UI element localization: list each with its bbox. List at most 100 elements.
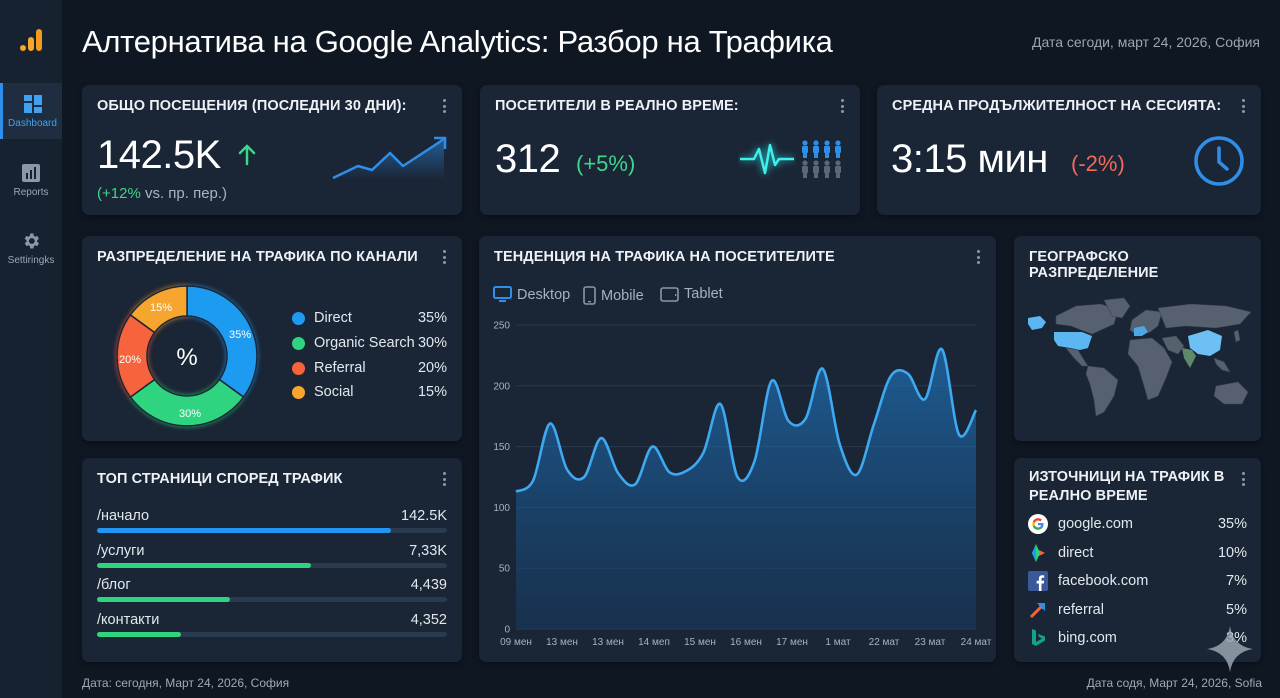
china-highlight — [1188, 330, 1222, 356]
reports-icon — [22, 163, 40, 182]
legend-dot-icon — [292, 336, 305, 350]
session-duration-change: (-2%) — [1071, 151, 1125, 176]
more-options-button[interactable] — [438, 248, 450, 266]
svg-text:14 меп: 14 меп — [638, 637, 670, 648]
session-duration-value: 3:15 мин — [891, 137, 1048, 181]
legend-item-organic-search[interactable]: Organic Search 30% — [292, 332, 447, 354]
mobile-icon — [583, 286, 596, 305]
svg-text:150: 150 — [493, 442, 510, 453]
legend-dot-icon — [292, 385, 305, 399]
sidebar-item-label: Dashboard — [8, 117, 57, 129]
card-title: ТЕНДЕНЦИЯ НА ТРАФИКА НА ПОСЕТИТЕЛИТЕ — [494, 249, 835, 265]
legend-dot-icon — [292, 361, 305, 375]
card-title: ПОСЕТИТЕЛИ В РЕАЛНО ВРЕМЕ: — [495, 98, 739, 114]
svg-text:22 мат: 22 мат — [869, 637, 900, 648]
more-options-button[interactable] — [1237, 470, 1249, 488]
svg-text:15%: 15% — [150, 302, 172, 314]
realtime-visitors-card: ПОСЕТИТЕЛИ В РЕАЛНО ВРЕМЕ: 312 (+5%) — [480, 85, 860, 215]
svg-text:250: 250 — [493, 321, 510, 332]
page-title: Алтернатива на Google Analytics: Разбор … — [82, 24, 833, 59]
card-title: РАЗПРЕДЕЛЕНИЕ НА ТРАФИКА ПО КАНАЛИ — [97, 249, 418, 265]
people-icon — [802, 140, 841, 178]
total-visits-card: ОБЩО ПОСЕЩЕНИЯ (ПОСЛЕДНИ 30 ДНИ): 142.5K… — [82, 85, 462, 215]
svg-text:23 мат: 23 мат — [915, 637, 946, 648]
more-options-button[interactable] — [438, 97, 450, 115]
usa-highlight — [1054, 332, 1092, 350]
svg-text:24 мат: 24 мат — [961, 637, 992, 648]
channel-distribution-card: РАЗПРЕДЕЛЕНИЕ НА ТРАФИКА ПО КАНАЛИ % 35%… — [82, 236, 462, 441]
legend-dot-icon — [292, 311, 305, 325]
top-page-row[interactable]: /начало 142.5K — [97, 508, 447, 542]
referral-arrow-icon — [1028, 600, 1048, 620]
svg-text:13 мен: 13 мен — [546, 637, 578, 648]
svg-text:30%: 30% — [179, 408, 201, 420]
top-page-row[interactable]: /блог 4,439 — [97, 577, 447, 611]
card-title: ИЗТОЧНИЦИ НА ТРАФИК В РЕАЛНО ВРЕМЕ — [1029, 469, 1225, 504]
card-title: ГЕОГРАФСКО РАЗПРЕДЕЛЕНИЕ — [1029, 249, 1159, 281]
realtime-sources-card: ИЗТОЧНИЦИ НА ТРАФИК В РЕАЛНО ВРЕМЕ googl… — [1014, 458, 1261, 672]
more-options-button[interactable] — [1237, 97, 1249, 115]
sidebar-item-reports[interactable]: Reports — [0, 152, 62, 208]
sidebar-item-dashboard[interactable]: Dashboard — [0, 83, 62, 139]
card-title: ТОП СТРАНИЦИ СПОРЕД ТРАФИК — [97, 471, 343, 487]
svg-text:35%: 35% — [229, 329, 251, 341]
svg-text:16 мен: 16 мен — [730, 637, 762, 648]
total-visits-value: 142.5K — [97, 133, 221, 177]
tab-tablet[interactable]: Tablet — [660, 286, 723, 302]
bar-chart-logo-icon — [20, 29, 42, 51]
sidebar-item-label: Settiringks — [7, 254, 55, 266]
gear-icon — [24, 233, 39, 248]
source-row-referral[interactable]: referral 5% — [1028, 598, 1247, 622]
total-visits-change: (+12% vs. пр. пер.) — [97, 185, 228, 202]
svg-text:13 мен: 13 мен — [592, 637, 624, 648]
sidebar: Dashboard Reports Settiringks — [0, 0, 62, 698]
top-page-row[interactable]: /услуги 7,33K — [97, 543, 447, 577]
svg-text:1 мат: 1 мат — [825, 637, 851, 648]
desktop-icon — [493, 286, 512, 302]
svg-text:200: 200 — [493, 381, 510, 392]
sparkle-icon — [1207, 626, 1253, 672]
europe-highlight — [1134, 326, 1148, 336]
progress-bar — [97, 528, 447, 533]
realtime-visitors-change: (+5%) — [576, 151, 636, 176]
sidebar-item-label: Reports — [13, 186, 49, 198]
svg-text:100: 100 — [493, 503, 510, 514]
footer-date-right: Дата содя, Март 24, 2026, Sofia — [1086, 676, 1262, 690]
heartbeat-icon — [740, 143, 794, 175]
facebook-icon — [1028, 571, 1048, 591]
india-highlight — [1182, 348, 1196, 368]
svg-text:15 мен: 15 мен — [684, 637, 716, 648]
realtime-visitors-value: 312 — [495, 137, 561, 181]
svg-text:50: 50 — [499, 564, 511, 575]
trend-sparkline-icon — [332, 136, 447, 180]
geo-distribution-card: ГЕОГРАФСКО РАЗПРЕДЕЛЕНИЕ — [1014, 236, 1261, 441]
header-date: Дата сегоди, март 24, 2026, София — [1031, 34, 1260, 50]
tablet-icon — [660, 286, 679, 302]
top-page-row[interactable]: /контакти 4,352 — [97, 612, 447, 646]
source-row-direct[interactable]: direct 10% — [1028, 541, 1247, 565]
legend-item-social[interactable]: Social 15% — [292, 381, 447, 403]
source-row-facebook[interactable]: facebook.com 7% — [1028, 569, 1247, 593]
legend-item-direct[interactable]: Direct 35% — [292, 307, 447, 329]
clock-icon — [1194, 136, 1244, 186]
donut-chart: % 35% 30% 20% 15% — [116, 285, 258, 427]
google-icon — [1028, 514, 1048, 534]
tab-mobile[interactable]: Mobile — [583, 286, 644, 305]
top-pages-card: ТОП СТРАНИЦИ СПОРЕД ТРАФИК /начало 142.5… — [82, 458, 462, 662]
sidebar-item-settings[interactable]: Settiringks — [0, 220, 62, 276]
tab-desktop[interactable]: Desktop — [493, 286, 570, 303]
svg-text:17 мен: 17 мен — [776, 637, 808, 648]
more-options-button[interactable] — [836, 97, 848, 115]
svg-text:0: 0 — [504, 625, 510, 636]
more-options-button[interactable] — [972, 248, 984, 266]
traffic-area-chart: 0 50 100 150 200 250 09 мен 13 мен 13 мен 14 меп 1… — [493, 321, 992, 649]
bing-icon — [1028, 628, 1048, 648]
source-row-google[interactable]: google.com 35% — [1028, 512, 1247, 536]
traffic-trend-card: ТЕНДЕНЦИЯ НА ТРАФИКА НА ПОСЕТИТЕЛИТЕ Des… — [479, 236, 996, 662]
direct-arrow-icon — [1028, 543, 1048, 563]
world-map[interactable] — [1026, 296, 1254, 421]
progress-bar — [97, 632, 447, 637]
more-options-button[interactable] — [438, 470, 450, 488]
svg-text:09 мен: 09 мен — [500, 637, 532, 648]
legend-item-referral[interactable]: Referral 20% — [292, 357, 447, 379]
